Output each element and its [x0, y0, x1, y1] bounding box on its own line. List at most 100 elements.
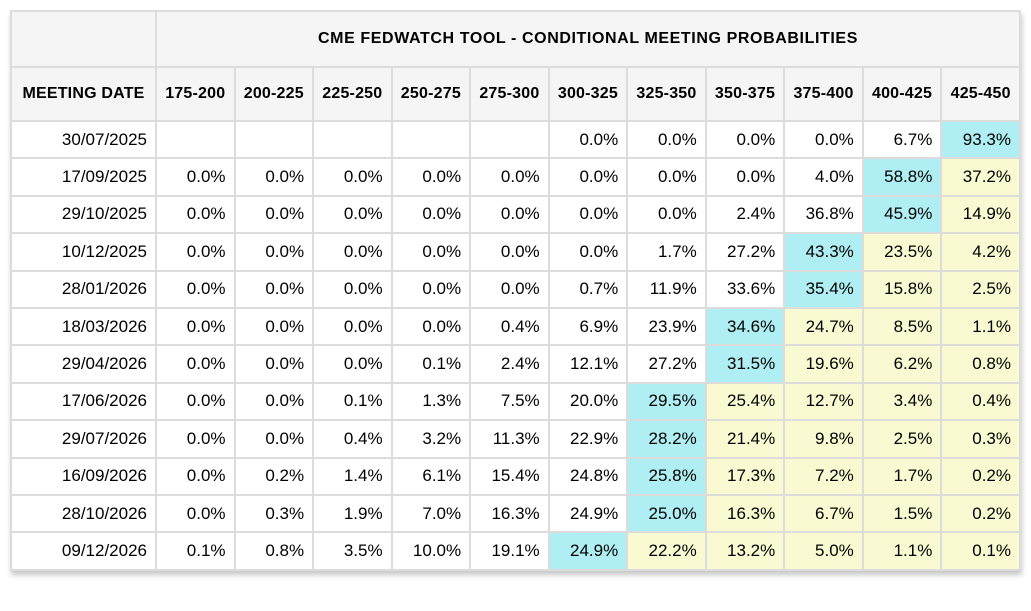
rate-range-header: 275-300: [469, 66, 550, 122]
probability-cell: 0.0%: [312, 157, 393, 197]
probability-cell: 6.9%: [547, 306, 629, 347]
probability-cell: 0.0%: [233, 419, 315, 459]
probability-cell: 0.4%: [940, 381, 1021, 422]
probability-cell: 0.0%: [469, 232, 550, 272]
fedwatch-probabilities-table: CME FEDWATCH TOOL - CONDITIONAL MEETING …: [10, 10, 1021, 571]
probability-cell: 58.8%: [861, 157, 943, 197]
probability-cell: 0.1%: [155, 531, 236, 571]
probability-cell: 2.5%: [940, 269, 1021, 309]
probability-cell: 0.0%: [155, 456, 236, 496]
probability-cell: 6.1%: [390, 456, 472, 496]
probability-cell: 4.0%: [783, 157, 864, 197]
meeting-date-cell: 18/03/2026: [10, 306, 157, 347]
probability-cell: 12.1%: [547, 344, 629, 384]
probability-cell: 0.0%: [469, 194, 550, 235]
probability-cell: 4.2%: [940, 232, 1021, 272]
probability-cell: 7.0%: [390, 493, 472, 534]
meeting-date-cell: 10/12/2025: [10, 232, 157, 272]
probability-cell: 1.3%: [390, 381, 472, 422]
probability-cell: 1.9%: [312, 493, 393, 534]
probability-cell: 0.0%: [233, 269, 315, 309]
probability-cell: 2.5%: [861, 419, 943, 459]
table-row: 29/07/2026 0.0% 0.0% 0.4% 3.2% 11.3% 22.9% 28.2…: [10, 419, 1021, 459]
probability-cell: 0.7%: [547, 269, 629, 309]
probability-cell: 11.3%: [469, 419, 550, 459]
probability-cell: 0.0%: [390, 306, 472, 347]
probability-cell: 0.1%: [312, 381, 393, 422]
probability-cell: 23.5%: [861, 232, 943, 272]
probability-cell: 27.2%: [704, 232, 786, 272]
probability-cell: 0.0%: [390, 232, 472, 272]
probability-cell: 0.0%: [233, 194, 315, 235]
probability-cell: 0.8%: [940, 344, 1021, 384]
probability-cell: 1.7%: [861, 456, 943, 496]
probability-cell: 3.5%: [312, 531, 393, 571]
probability-cell: 24.7%: [783, 306, 864, 347]
probability-cell: 0.2%: [940, 456, 1021, 496]
rate-range-header: 375-400: [783, 66, 864, 122]
probability-cell: 45.9%: [861, 194, 943, 235]
probability-cell: 6.7%: [861, 119, 943, 160]
table-row: 28/10/2026 0.0% 0.3% 1.9% 7.0% 16.3% 24.9% 25.0…: [10, 493, 1021, 534]
probability-cell: 0.0%: [312, 194, 393, 235]
probability-cell: 0.0%: [547, 194, 629, 235]
probability-cell: 0.0%: [390, 157, 472, 197]
meeting-date-header: MEETING DATE: [10, 66, 157, 122]
probability-cell: 43.3%: [783, 232, 864, 272]
probability-cell: 0.0%: [233, 306, 315, 347]
probability-cell: [469, 119, 550, 160]
probability-cell: 0.0%: [626, 157, 707, 197]
meeting-date-cell: 28/10/2026: [10, 493, 157, 534]
probability-cell: 25.0%: [626, 493, 707, 534]
probability-cell: 17.3%: [704, 456, 786, 496]
probability-cell: 27.2%: [626, 344, 707, 384]
probability-cell: 2.4%: [469, 344, 550, 384]
probability-cell: 24.9%: [547, 531, 629, 571]
probability-cell: 15.8%: [861, 269, 943, 309]
probability-cell: 0.0%: [155, 269, 236, 309]
table-row: 17/09/2025 0.0% 0.0% 0.0% 0.0% 0.0% 0.0% 0.0% 0.…: [10, 157, 1021, 197]
probability-cell: 1.5%: [861, 493, 943, 534]
meeting-date-cell: 29/04/2026: [10, 344, 157, 384]
rate-range-header: 175-200: [155, 66, 236, 122]
column-header-row: MEETING DATE 175-200 200-225 225-250 250-27…: [10, 66, 1021, 122]
meeting-date-cell: 17/09/2025: [10, 157, 157, 197]
probability-cell: 0.3%: [940, 419, 1021, 459]
probability-cell: 16.3%: [704, 493, 786, 534]
probability-cell: 9.8%: [783, 419, 864, 459]
probability-cell: 0.0%: [312, 344, 393, 384]
probability-cell: 5.0%: [783, 531, 864, 571]
probability-cell: 0.1%: [390, 344, 472, 384]
meeting-date-cell: 09/12/2026: [10, 531, 157, 571]
probability-cell: 0.0%: [155, 232, 236, 272]
probability-cell: 19.6%: [783, 344, 864, 384]
rate-range-header: 225-250: [312, 66, 393, 122]
probability-cell: 31.5%: [704, 344, 786, 384]
probability-cell: 24.8%: [547, 456, 629, 496]
probability-cell: 0.2%: [940, 493, 1021, 534]
table-row: 17/06/2026 0.0% 0.0% 0.1% 1.3% 7.5% 20.0% 29.5%…: [10, 381, 1021, 422]
probability-cell: 0.0%: [469, 269, 550, 309]
rate-range-header: 400-425: [861, 66, 943, 122]
rate-range-header: 300-325: [547, 66, 629, 122]
rate-range-header: 250-275: [390, 66, 472, 122]
probability-cell: 93.3%: [940, 119, 1021, 160]
probability-cell: 0.3%: [233, 493, 315, 534]
probability-cell: 22.2%: [626, 531, 707, 571]
probability-cell: 35.4%: [783, 269, 864, 309]
probability-cell: [155, 119, 236, 160]
probability-cell: 0.0%: [155, 157, 236, 197]
rate-range-header: 200-225: [233, 66, 315, 122]
probability-cell: 7.2%: [783, 456, 864, 496]
probability-cell: [233, 119, 315, 160]
probability-cell: 0.0%: [704, 119, 786, 160]
probability-cell: 37.2%: [940, 157, 1021, 197]
probability-cell: 1.1%: [861, 531, 943, 571]
meeting-date-cell: 17/06/2026: [10, 381, 157, 422]
probability-cell: 22.9%: [547, 419, 629, 459]
probability-cell: 16.3%: [469, 493, 550, 534]
probability-cell: 12.7%: [783, 381, 864, 422]
table-row: 30/07/2025 0.0% 0.0% 0.0% 0.0% 6.7% 93.3%: [10, 119, 1021, 160]
probability-cell: 0.0%: [547, 232, 629, 272]
corner-cell: [10, 10, 157, 68]
